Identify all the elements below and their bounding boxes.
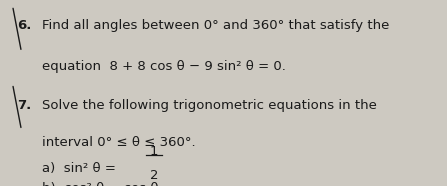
Text: b)  cos² θ = cos θ: b) cos² θ = cos θ: [42, 182, 159, 186]
Text: a)  sin² θ =: a) sin² θ =: [42, 162, 116, 175]
Text: Find all angles between 0° and 360° that satisfy the: Find all angles between 0° and 360° that…: [42, 19, 390, 32]
Text: 7.: 7.: [17, 99, 31, 112]
Text: interval 0° ≤ θ ≤ 360°.: interval 0° ≤ θ ≤ 360°.: [42, 136, 196, 149]
Text: Solve the following trigonometric equations in the: Solve the following trigonometric equati…: [42, 99, 377, 112]
Text: 2: 2: [150, 169, 159, 182]
Text: equation  8 + 8 cos θ − 9 sin² θ = 0.: equation 8 + 8 cos θ − 9 sin² θ = 0.: [42, 60, 287, 73]
Text: 6.: 6.: [17, 19, 31, 32]
Text: 1: 1: [150, 145, 159, 158]
